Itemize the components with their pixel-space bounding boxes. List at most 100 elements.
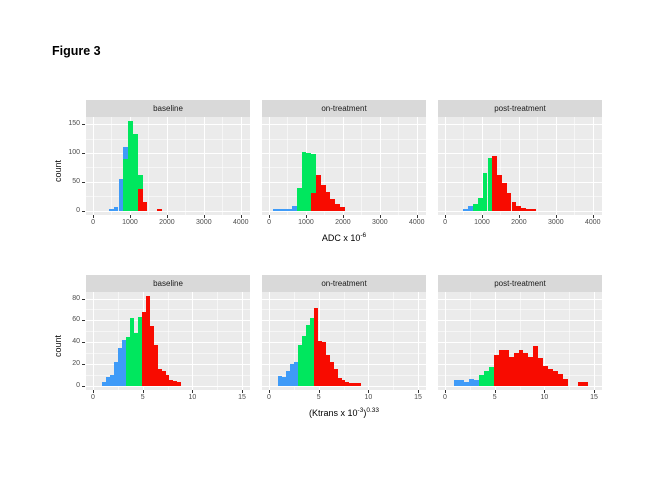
x-tick-mark (445, 215, 447, 218)
histogram-bar-blue (463, 382, 469, 386)
x-tick-mark (368, 390, 370, 393)
x-tick-label: 15 (238, 394, 246, 401)
histogram-bar-green (311, 153, 316, 211)
histogram-bar-red (173, 381, 178, 386)
x-tick-label: 10 (188, 394, 197, 401)
x-tick-mark (592, 215, 594, 218)
panel-plot (438, 117, 602, 215)
y-tick-label: 50 (72, 177, 80, 185)
x-axis-title-part: 0.33 (366, 407, 379, 414)
histogram-bar-red (563, 379, 569, 386)
histogram-bar-red (353, 383, 362, 386)
histogram-bar-blue (287, 208, 292, 211)
x-tick-label: 4000 (408, 219, 425, 226)
gridline (111, 117, 113, 215)
histogram-bar-red (329, 361, 334, 386)
histogram-bar-red (325, 355, 330, 386)
histogram-bar-red (142, 201, 148, 211)
x-tick-mark (544, 390, 546, 393)
histogram-bar-red (145, 296, 150, 386)
gridline (86, 138, 250, 140)
y-tick-label: 20 (72, 359, 80, 367)
x-tick-label: 1000 (474, 219, 490, 226)
gridline (262, 385, 426, 387)
gridline (192, 292, 194, 390)
gridline (574, 117, 576, 215)
histogram-bar-red (538, 358, 544, 386)
x-tick-label: 10 (364, 394, 373, 401)
facet-strip: post-treatment (438, 275, 602, 292)
histogram-bar-red (341, 380, 346, 386)
histogram-bar-green (487, 157, 493, 211)
gridline (86, 320, 250, 322)
histogram-bar-blue (289, 363, 294, 386)
gridline (86, 210, 250, 212)
histogram-bar-blue (463, 208, 469, 211)
adc-histogram-row: count 0 50 100 150 baseline 0 1000 2000 3000 4000 o… (44, 100, 602, 250)
gridline (86, 167, 250, 169)
gridline (324, 117, 326, 215)
gridline (262, 167, 426, 169)
gridline (167, 292, 169, 390)
gridline (444, 292, 446, 390)
histogram-bar-blue (282, 208, 288, 211)
x-tick-label: 0 (91, 219, 95, 226)
histogram-bar-blue (468, 379, 474, 386)
gridline (544, 292, 546, 390)
facet-title: on-treatment (321, 104, 367, 113)
y-tick-label: 0 (76, 381, 80, 389)
x-tick-mark (444, 390, 446, 393)
gridline (93, 117, 95, 215)
gridline (463, 117, 465, 215)
x-tick-mark (93, 215, 95, 218)
y-tick-label: 150 (68, 120, 80, 128)
x-tick-label: 10 (540, 394, 549, 401)
histogram-bar-green (137, 317, 142, 386)
gridline (262, 210, 426, 212)
facet-strip: post-treatment (438, 100, 602, 117)
histogram-bar-green (482, 173, 488, 211)
gridline (438, 298, 602, 300)
y-tick-mark (82, 385, 85, 387)
x-tick-mark (142, 390, 144, 393)
histogram-bar-green (483, 371, 489, 386)
histogram-bar-green (477, 197, 483, 211)
gridline (438, 124, 602, 126)
x-tick-label: 0 (91, 394, 95, 401)
gridline (86, 298, 250, 300)
gridline (343, 292, 345, 390)
histogram-bar-green (129, 318, 134, 386)
histogram-bar-red (349, 383, 354, 386)
histogram-bar-red (533, 346, 539, 386)
x-tick-label: 15 (414, 394, 422, 401)
x-tick-mark (240, 215, 242, 218)
gridline (240, 117, 242, 215)
histogram-bar-blue (118, 178, 124, 211)
histogram-bar-blue (105, 376, 110, 386)
gridline (500, 117, 502, 215)
facet-title: post-treatment (494, 279, 546, 288)
gridline (242, 292, 244, 390)
gridline (592, 117, 594, 215)
x-tick-label: 3000 (548, 219, 564, 226)
facet-title: on-treatment (321, 279, 367, 288)
gridline (217, 292, 219, 390)
x-tick-label: 5 (316, 394, 321, 401)
histogram-bar-red (506, 193, 512, 211)
x-tick-mark (92, 390, 94, 393)
x-tick-mark (192, 390, 194, 393)
y-tick-mark (82, 124, 85, 126)
gridline (269, 117, 271, 215)
x-tick-label: 4000 (584, 219, 601, 226)
x-axis-title: ADC x 10-6 (86, 232, 602, 243)
facet-strip: baseline (86, 100, 250, 117)
histogram-bar-red (157, 369, 162, 386)
histogram-bar-blue (277, 209, 283, 211)
gridline (438, 196, 602, 198)
gridline (262, 181, 426, 183)
gridline (86, 363, 250, 365)
panel-plot (438, 292, 602, 390)
histogram-bar-red (177, 382, 182, 386)
gridline (469, 292, 471, 390)
x-tick-mark (494, 390, 496, 393)
